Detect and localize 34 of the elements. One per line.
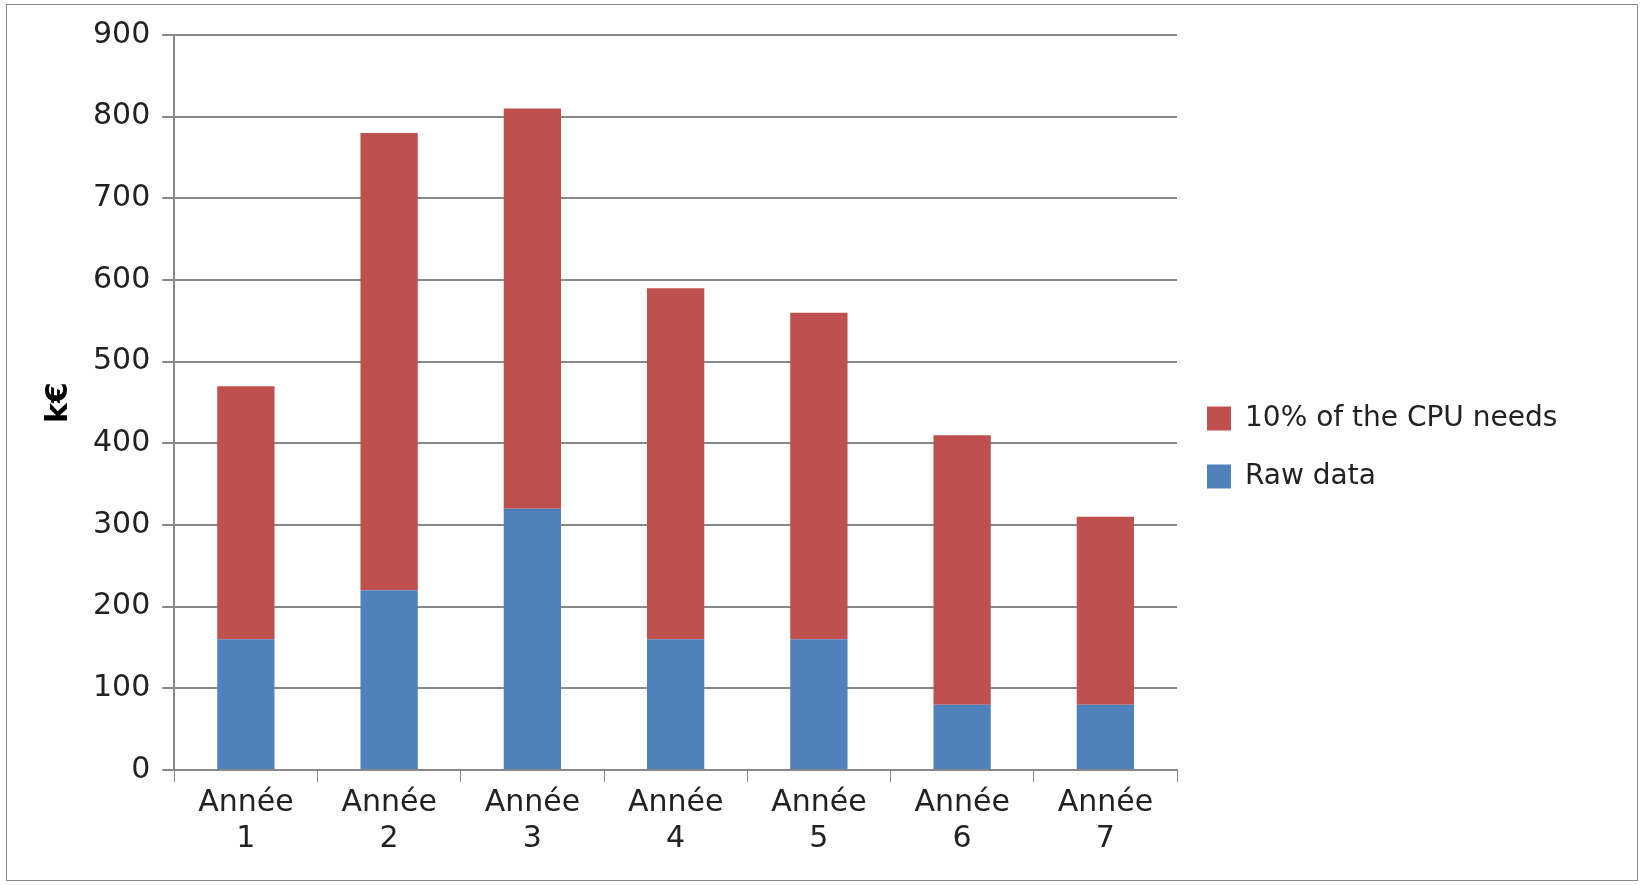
bar [217,386,275,640]
bar [933,435,991,705]
bar [790,312,848,640]
y-tick-label: 100 [93,668,151,704]
x-tick-label: Année 6 [914,782,1010,854]
y-tick-label: 600 [93,259,151,295]
y-tick-label: 700 [93,178,151,214]
x-tick-label: Année 1 [198,782,294,854]
x-tick-label: Année 2 [341,782,437,854]
legend-label: Raw data [1245,457,1376,491]
bar [790,639,848,769]
bar [360,590,418,769]
bar [360,133,418,591]
legend-label: 10% of the CPU needs [1245,399,1558,433]
x-tick-label: Année 3 [484,782,581,854]
bar [503,508,562,769]
y-tick-label: 300 [93,504,151,540]
y-tick-label: 800 [93,96,151,132]
bar [646,288,705,640]
y-tick-label: 400 [93,423,151,459]
bar [503,108,562,509]
bar [1076,516,1135,705]
x-tick-label: Année 7 [1057,782,1154,854]
y-axis-title: k€ [38,382,74,423]
y-tick-label: 500 [93,341,151,377]
bar [1076,704,1135,769]
x-tick-label: Année 4 [627,782,724,854]
x-tick-label: Année 5 [771,782,867,854]
y-tick-label: 200 [93,586,151,622]
bar [217,639,275,769]
y-tick-label: 900 [93,14,151,50]
y-tick-label: 0 [131,749,151,785]
bar [933,704,991,769]
bar [646,639,705,769]
